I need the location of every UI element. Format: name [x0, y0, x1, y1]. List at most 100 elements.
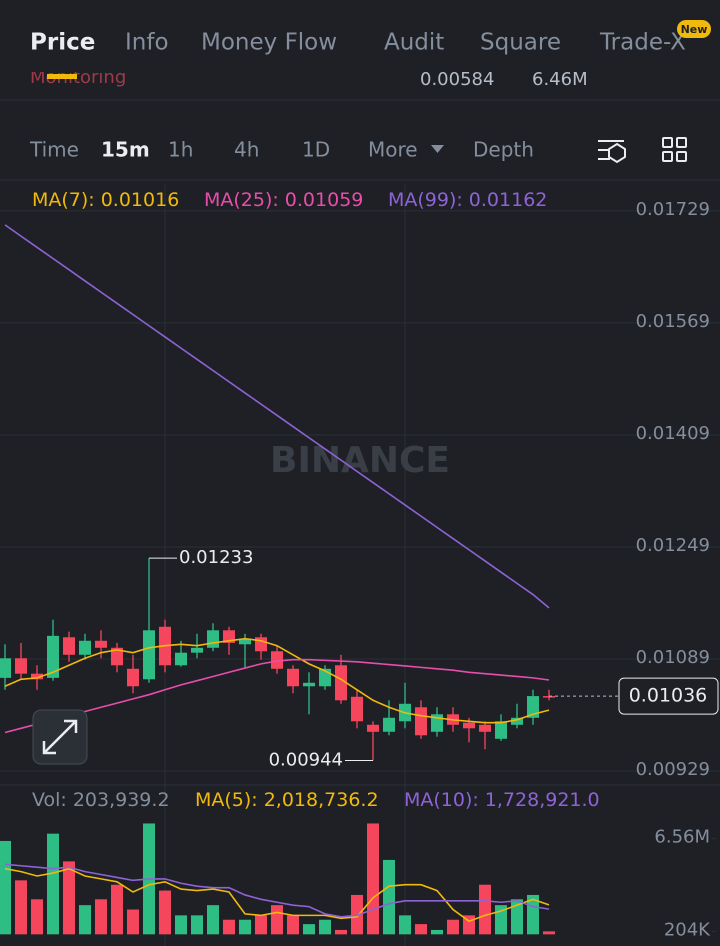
volume-bar: [399, 915, 411, 935]
vol-ma-name: MA(5):: [195, 789, 258, 811]
tab[interactable]: Square: [480, 30, 561, 56]
volume-bar: [319, 919, 331, 935]
vol-ma-value: 1,728,921.0: [485, 789, 600, 811]
volume-bar: [15, 880, 27, 935]
volume-bar: [0, 840, 11, 935]
candle-body: [543, 696, 555, 698]
candle-body: [479, 724, 491, 732]
interval[interactable]: 15m: [101, 138, 150, 162]
candle-body: [191, 647, 203, 653]
candle-body: [383, 717, 395, 732]
watermark: BINANCE: [270, 440, 450, 481]
candle-body: [127, 668, 139, 687]
candle-body: [63, 637, 75, 655]
vol-ma-legend: MA(10): 1,728,921.0: [404, 789, 600, 811]
y-tick-label: 6.56M: [654, 827, 710, 848]
candle-body: [0, 658, 11, 678]
candle-body: [511, 717, 523, 725]
ma-value: 0.01016: [101, 189, 180, 211]
low-label: 0.00944: [269, 749, 343, 770]
candle-body: [175, 652, 187, 666]
candle-body: [351, 696, 363, 722]
tab-underline: [47, 74, 77, 79]
candle-body: [287, 668, 299, 687]
price-box: [618, 677, 719, 715]
candle-body: [79, 640, 91, 655]
candle-body: [271, 651, 283, 669]
interval-more[interactable]: More: [368, 138, 418, 162]
volume-bar: [255, 915, 267, 935]
vol-ma-value: 2,018,736.2: [264, 789, 379, 811]
candle-body: [143, 630, 155, 680]
volume-bar: [79, 905, 91, 935]
volume-bar: [431, 929, 443, 935]
vol-legend: Vol: 203,939.2: [32, 789, 170, 811]
candle-body: [111, 647, 123, 666]
ma-line: [4, 867, 550, 923]
ma-line: [4, 224, 550, 609]
tab[interactable]: Audit: [384, 30, 444, 56]
more-caret: [431, 145, 444, 153]
volume-bar: [159, 890, 171, 935]
volume-bar: [511, 899, 523, 935]
volume-bar: [287, 915, 299, 935]
tab[interactable]: Money Flow: [201, 30, 337, 56]
interval[interactable]: 1D: [302, 138, 330, 162]
ma-line: [4, 637, 550, 724]
volume-bar: [111, 884, 123, 935]
y-tick-label: 0.01249: [636, 535, 710, 556]
volume-bar: [415, 924, 427, 935]
ticker-volume: 6.46M: [532, 69, 588, 90]
candle-body: [303, 682, 315, 687]
plot: 0.01729 0.01569 0.01409 0.01249 0.01089 0.009…: [0, 199, 720, 940]
candle-body: [463, 722, 475, 729]
tab[interactable]: Price: [30, 30, 95, 56]
volume-bar: [479, 884, 491, 935]
depth-tab[interactable]: Depth: [473, 138, 534, 162]
ma-name: MA(25):: [204, 189, 279, 211]
ma-name: MA(99):: [388, 189, 463, 211]
high-label: 0.01233: [179, 547, 253, 568]
candle-body: [255, 637, 267, 652]
candle-body: [15, 658, 27, 674]
ma-line: [4, 658, 550, 734]
y-tick-label: 0.01569: [636, 311, 710, 332]
y-tick-label: 0.01409: [636, 423, 710, 444]
tab[interactable]: Info: [125, 30, 169, 56]
zoom-button[interactable]: [32, 709, 88, 765]
vol-ma-legend: MA(5): 2,018,736.2: [195, 789, 379, 811]
current-price: 0.01036: [629, 685, 708, 707]
candle-body: [239, 638, 251, 645]
candle-body: [47, 635, 59, 678]
candle-body: [367, 724, 379, 732]
tab[interactable]: Trade-X: [599, 30, 686, 56]
vol-value: 203,939.2: [73, 789, 170, 811]
y-tick-label: 0.00929: [636, 759, 710, 780]
ma-name: MA(7):: [32, 189, 95, 211]
candle-body: [335, 665, 347, 701]
new-badge-bg: [677, 20, 711, 38]
candle-body: [207, 630, 219, 648]
volume-bar: [335, 929, 347, 935]
ticker-price: 0.00584: [420, 69, 494, 90]
interval[interactable]: 1h: [168, 138, 193, 162]
candle-body: [495, 721, 507, 739]
volume-bar: [367, 823, 379, 935]
indicator-icon[interactable]: [598, 140, 626, 164]
candle-body: [95, 640, 107, 648]
ma-legend: MA(7): 0.01016: [32, 189, 179, 211]
volume-bar: [127, 909, 139, 935]
volume-bar: [223, 919, 235, 935]
ma-legend: MA(25): 0.01059: [204, 189, 363, 211]
volume-bar: [207, 905, 219, 935]
interval[interactable]: 4h: [234, 138, 259, 162]
volume-bar: [95, 899, 107, 935]
layout-icon[interactable]: [662, 137, 687, 162]
volume-bar: [63, 861, 75, 935]
volume-bar: [383, 859, 395, 935]
candle-body: [31, 673, 43, 680]
vol-name: Vol:: [32, 789, 67, 811]
tab-bar: [0, 0, 720, 72]
